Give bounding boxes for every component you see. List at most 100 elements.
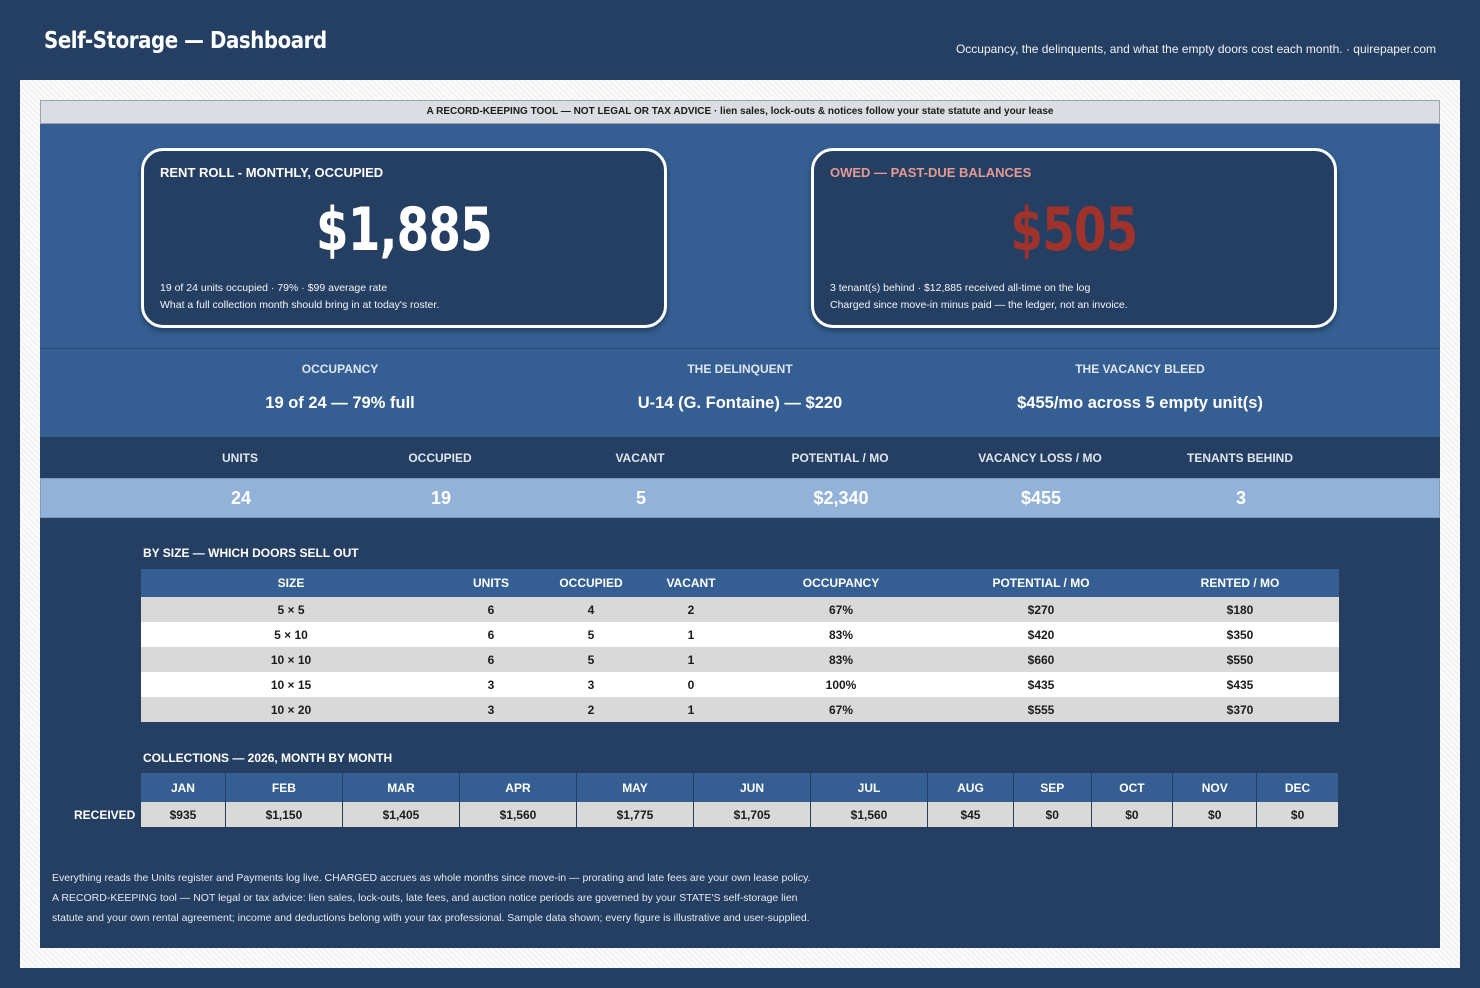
kpi-label-tenants-behind: TENANTS BEHIND [1186,451,1293,465]
table-cell[interactable]: $350 [1141,622,1339,647]
received-cell[interactable]: $1,150 [225,802,343,827]
received-cell[interactable]: $45 [927,802,1014,827]
owed-value: $505 [1010,195,1138,265]
month-header[interactable]: DEC [1256,773,1339,802]
table-cell[interactable]: 1 [641,647,741,672]
received-cell[interactable]: $935 [141,802,226,827]
table-cell[interactable]: 1 [641,697,741,722]
table-row: 5 × 10 6 5 1 83% $420 $350 [141,622,1339,647]
insight-label: THE DELINQUENT [687,362,793,376]
table-row: 10 × 20 3 2 1 67% $555 $370 [141,697,1339,722]
table-cell[interactable]: 6 [441,647,541,672]
kpi-value-vacancy-loss: $455 [1020,488,1062,508]
top-bar: Self-Storage — Dashboard Occupancy, the … [0,0,1480,80]
column-header[interactable]: POTENTIAL / MO [941,569,1141,597]
table-row: 10 × 10 6 5 1 83% $660 $550 [141,647,1339,672]
kpi-value-vacant: 5 [635,488,646,508]
column-header[interactable]: VACANT [641,569,741,597]
table-cell[interactable]: 5 × 10 [141,622,441,647]
received-cell[interactable]: $0 [1256,802,1339,827]
table-cell[interactable]: $660 [941,647,1141,672]
month-header-row: JAN FEB MAR APR MAY JUN JUL AUG SEP OCT … [141,773,1339,802]
month-header[interactable]: AUG [927,773,1014,802]
table-cell[interactable]: 4 [541,597,641,622]
table-cell[interactable]: 67% [741,697,941,722]
table-cell[interactable]: 5 [541,647,641,672]
column-header[interactable]: OCCUPANCY [741,569,941,597]
rent-roll-label: RENT ROLL - MONTHLY, OCCUPIED [160,165,384,180]
table-cell[interactable]: 5 [541,622,641,647]
kpi-label-units: UNITS [222,451,258,465]
received-cell[interactable]: $0 [1091,802,1174,827]
month-header[interactable]: MAY [576,773,694,802]
owed-note-2: Charged since move-in minus paid — the l… [830,299,1128,311]
collections-title: COLLECTIONS — 2026, MONTH BY MONTH [143,751,393,765]
received-row: $935 $1,150 $1,405 $1,560 $1,775 $1,705 … [141,802,1339,827]
table-cell[interactable]: $420 [941,622,1141,647]
month-header[interactable]: MAR [342,773,460,802]
table-cell[interactable]: 5 × 5 [141,597,441,622]
table-cell[interactable]: 1 [641,622,741,647]
table-cell[interactable]: 10 × 10 [141,647,441,672]
table-cell[interactable]: $435 [941,672,1141,697]
table-cell[interactable]: 100% [741,672,941,697]
month-header[interactable]: JUN [693,773,812,802]
kpi-header-row: UNITS OCCUPIED VACANT POTENTIAL / MO VAC… [40,437,1440,477]
footer-note-2: A RECORD-KEEPING tool — NOT legal or tax… [52,892,798,904]
table-cell[interactable]: $555 [941,697,1141,722]
table-cell[interactable]: $550 [1141,647,1339,672]
received-cell[interactable]: $1,775 [576,802,694,827]
by-size-title: BY SIZE — WHICH DOORS SELL OUT [143,546,359,560]
kpi-value-tenants-behind: 3 [1235,488,1246,508]
month-header[interactable]: JAN [141,773,226,802]
table-cell[interactable]: $270 [941,597,1141,622]
month-header[interactable]: APR [459,773,577,802]
table-cell[interactable]: 83% [741,622,941,647]
insight-value: 19 of 24 — 79% full [265,394,415,412]
collections-table: JAN FEB MAR APR MAY JUN JUL AUG SEP OCT … [141,773,1339,827]
table-cell[interactable]: 67% [741,597,941,622]
received-cell[interactable]: $1,560 [810,802,929,827]
received-cell[interactable]: $0 [1172,802,1258,827]
month-header[interactable]: OCT [1091,773,1174,802]
month-header[interactable]: JUL [810,773,929,802]
column-header[interactable]: UNITS [441,569,541,597]
rent-roll-note-1: 19 of 24 units occupied · 79% · $99 aver… [160,282,388,294]
table-cell[interactable]: $435 [1141,672,1339,697]
month-header[interactable]: NOV [1172,773,1258,802]
table-header-row: SIZE UNITS OCCUPIED VACANT OCCUPANCY POT… [141,569,1339,597]
table-cell[interactable]: 10 × 15 [141,672,441,697]
by-size-table: SIZE UNITS OCCUPIED VACANT OCCUPANCY POT… [141,569,1339,722]
table-cell[interactable]: 3 [541,672,641,697]
kpi-label-potential: POTENTIAL / MO [791,451,889,465]
app-subtitle: Occupancy, the delinquents, and what the… [955,42,1436,56]
table-cell[interactable]: 2 [541,697,641,722]
received-cell[interactable]: $0 [1013,802,1092,827]
table-row: 5 × 5 6 4 2 67% $270 $180 [141,597,1339,622]
table-cell[interactable]: 6 [441,597,541,622]
column-header[interactable]: OCCUPIED [541,569,641,597]
month-header[interactable]: SEP [1013,773,1092,802]
table-cell[interactable]: 3 [441,697,541,722]
column-header[interactable]: RENTED / MO [1141,569,1339,597]
received-cell[interactable]: $1,705 [693,802,812,827]
app-title: Self-Storage — Dashboard [44,28,327,54]
dashboard-canvas: A RECORD-KEEPING TOOL — NOT LEGAL OR TAX… [40,100,1440,948]
table-cell[interactable]: 6 [441,622,541,647]
table-cell[interactable]: 2 [641,597,741,622]
table-cell[interactable]: 83% [741,647,941,672]
received-cell[interactable]: $1,560 [459,802,577,827]
table-cell[interactable]: 0 [641,672,741,697]
insight-value: $455/mo across 5 empty unit(s) [1017,394,1263,412]
rent-roll-value: $1,885 [316,195,493,265]
table-cell[interactable]: 10 × 20 [141,697,441,722]
insight-value: U-14 (G. Fontaine) — $220 [637,394,843,412]
received-cell[interactable]: $1,405 [342,802,460,827]
insight-label: OCCUPANCY [301,362,379,376]
table-cell[interactable]: $370 [1141,697,1339,722]
column-header[interactable]: SIZE [141,569,441,597]
month-header[interactable]: FEB [225,773,343,802]
table-cell[interactable]: $180 [1141,597,1339,622]
table-cell[interactable]: 3 [441,672,541,697]
owed-label: OWED — PAST-DUE BALANCES [830,165,1032,180]
